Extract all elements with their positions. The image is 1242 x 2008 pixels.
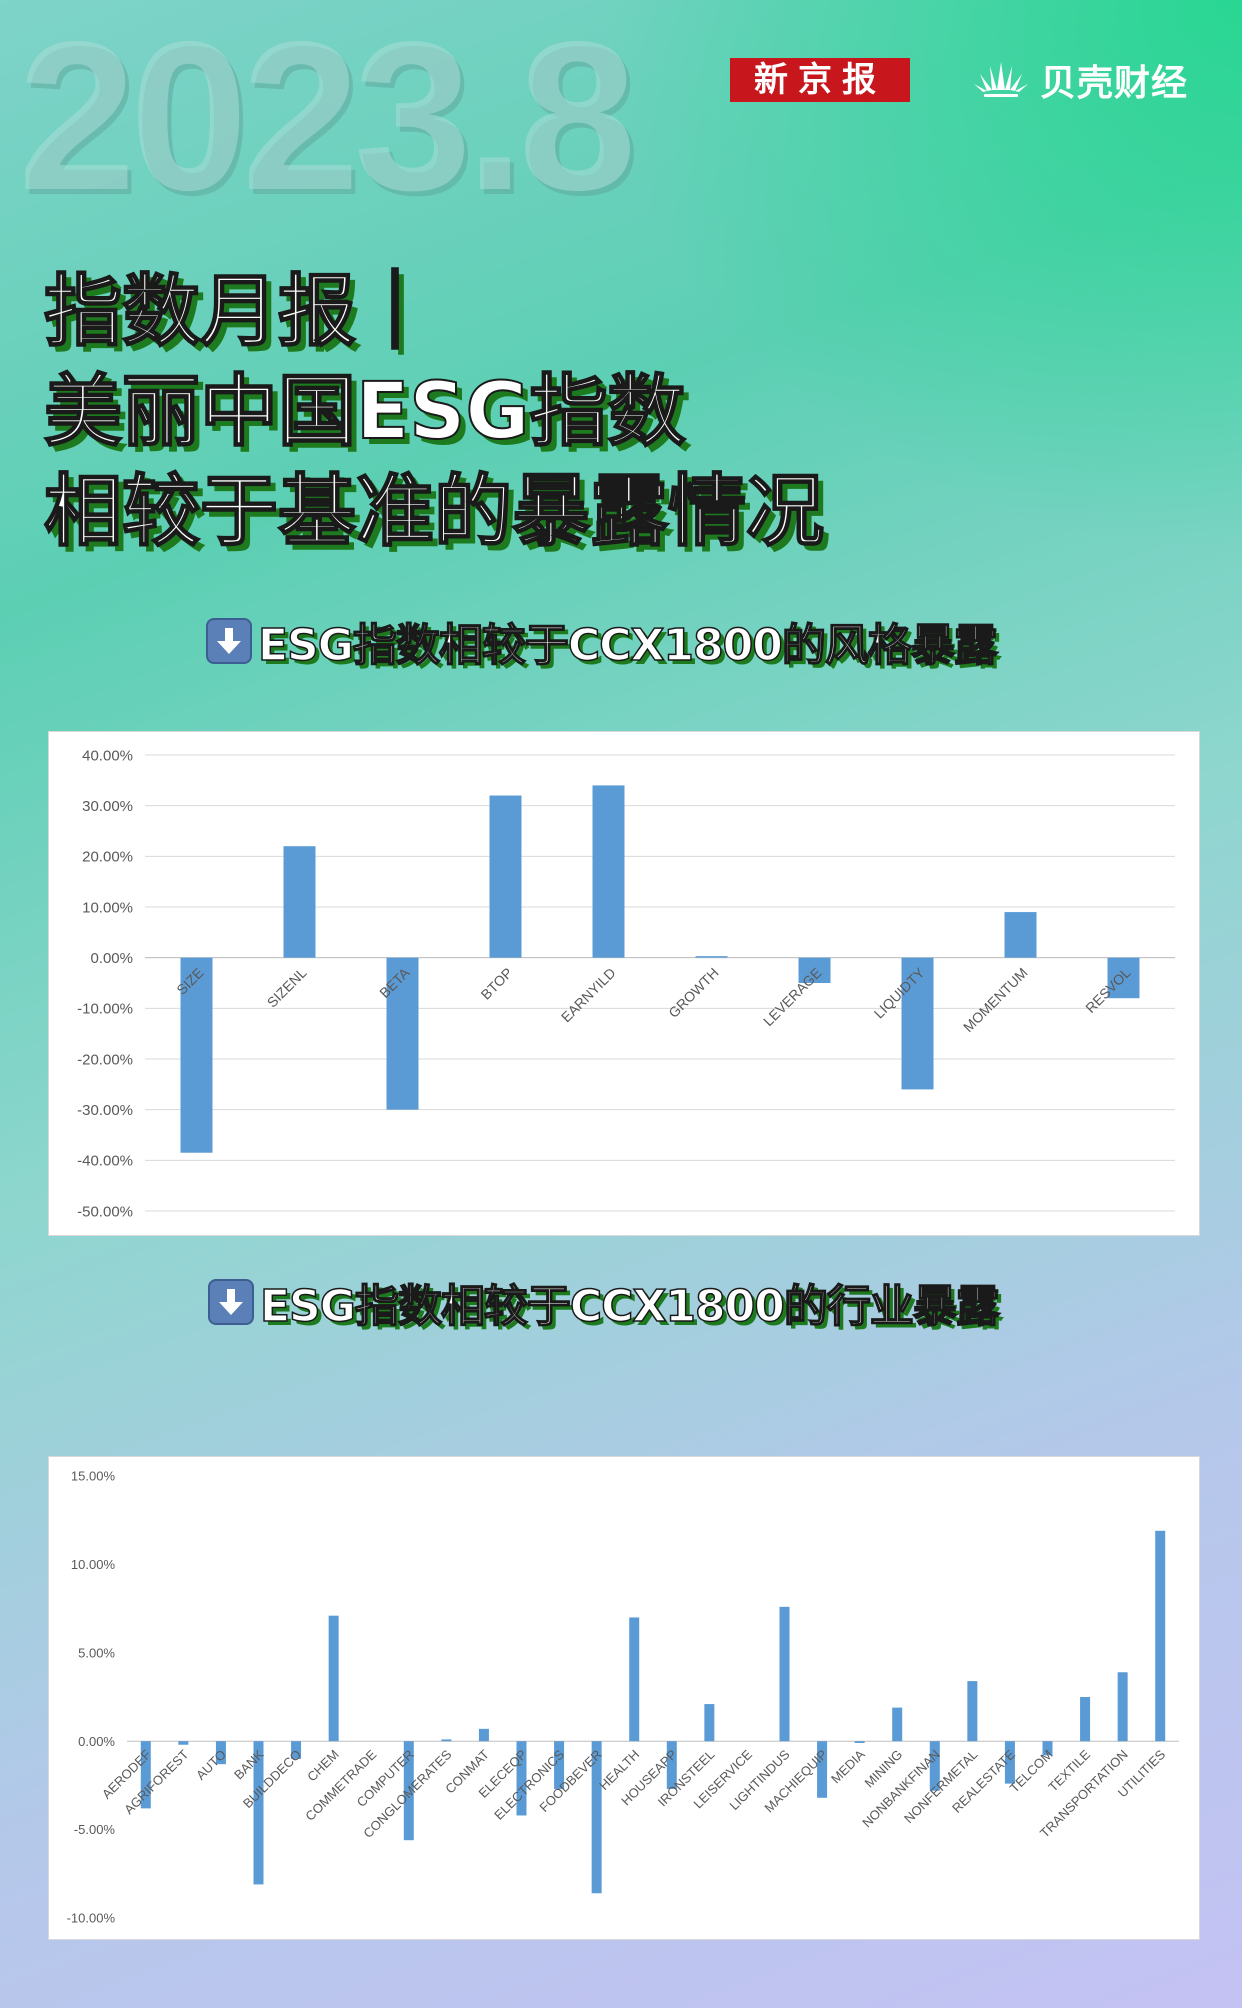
bar-sizenl: [283, 846, 316, 958]
y-tick-label: -40.00%: [77, 1153, 133, 1170]
bar-size: [180, 957, 213, 1153]
y-tick-label: 10.00%: [82, 899, 133, 916]
down-arrow-icon: [206, 618, 252, 664]
bar-bank: [253, 1741, 264, 1885]
bar-machiequip: [817, 1741, 828, 1798]
bar-earnyild: [592, 785, 625, 958]
y-tick-label: 15.00%: [71, 1469, 116, 1484]
shell-icon: [974, 62, 1028, 97]
x-category-label: AUTO: [193, 1747, 229, 1783]
bar-foodbever: [591, 1741, 602, 1894]
x-category-label: MOMENTUM: [960, 964, 1031, 1035]
industry-exposure-chart: 15.00% 10.00% 5.00% 0.00% -5.00% -10.00% AEROD…: [48, 1456, 1200, 1940]
bar-leverage: [798, 957, 831, 983]
section-heading-industry-label: ESG指数相较于CCX1800的行业暴露: [259, 1280, 1000, 1333]
bar-liquidty: [901, 957, 934, 1090]
down-arrow-icon: [208, 1279, 254, 1325]
y-tick-label: 10.00%: [71, 1557, 116, 1572]
beike-caijing-logo: 贝壳财经: [970, 52, 1188, 108]
bar-nonfermetal: [967, 1681, 978, 1742]
x-category-label: EARNYILD: [558, 964, 619, 1025]
bar-utilities: [1155, 1530, 1166, 1742]
bar-realestate: [1004, 1741, 1015, 1784]
bar-chem: [328, 1615, 339, 1742]
bar-computer: [403, 1741, 414, 1841]
bar-conglomerates: [441, 1739, 452, 1742]
page-title: 指数月报｜ 美丽中国ESG指数 相较于基准的暴露情况: [43, 262, 825, 562]
bar-auto: [215, 1741, 226, 1765]
y-tick-label: 20.00%: [82, 849, 133, 866]
y-tick-label: -10.00%: [77, 1001, 133, 1018]
title-line-3: 相较于基准的暴露情况: [43, 466, 825, 558]
y-tick-label: -50.00%: [77, 1203, 133, 1220]
bar-houseapp: [666, 1741, 677, 1789]
bar-nonbankfinan: [929, 1741, 940, 1791]
bar-ironsteel: [704, 1704, 715, 1742]
bar-telcom: [1042, 1741, 1053, 1756]
bar-btop: [489, 795, 522, 958]
x-category-label: LEVERAGE: [760, 964, 825, 1029]
xinjingbao-logo: 新京报: [730, 58, 910, 102]
y-tick-label: 5.00%: [78, 1645, 115, 1660]
y-tick-label: 30.00%: [82, 798, 133, 815]
bar-aerodef: [140, 1741, 151, 1809]
bar-health: [629, 1617, 640, 1742]
bar-electronics: [554, 1741, 565, 1789]
y-tick-label: -10.00%: [67, 1911, 116, 1926]
bar-eleceqp: [516, 1741, 527, 1816]
beike-caijing-text: 贝壳财经: [1040, 63, 1189, 104]
bar-agriforest: [178, 1741, 189, 1745]
bar-mining: [892, 1707, 903, 1742]
issue-date: 2023.8: [18, 0, 636, 234]
bar-lightindus: [779, 1606, 790, 1742]
section-heading-style-label: ESG指数相较于CCX1800的风格暴露: [257, 619, 998, 672]
title-line-1: 指数月报｜: [43, 266, 435, 358]
bar-conmat: [478, 1728, 489, 1742]
x-category-label: GROWTH: [665, 964, 721, 1020]
y-tick-label: 40.00%: [82, 747, 133, 764]
section-heading-industry: ESG指数相较于CCX1800的行业暴露: [208, 1272, 1001, 1333]
style-exposure-chart-svg: 40.00% 30.00% 20.00% 10.00% 0.00% -10.00% -20.…: [77, 747, 1175, 1220]
industry-exposure-chart-svg: 15.00%10.00%5.00%0.00%-5.00%-10.00%AEROD…: [67, 1469, 1179, 1926]
bar-media: [854, 1741, 865, 1743]
title-line-2: 美丽中国ESG指数: [43, 366, 686, 458]
x-category-label: BTOP: [478, 964, 516, 1002]
bar-builddeco: [291, 1741, 302, 1759]
bar-transportation: [1117, 1672, 1128, 1742]
bar-growth: [695, 956, 728, 958]
bar-textile: [1080, 1697, 1091, 1742]
y-tick-label: -20.00%: [77, 1051, 133, 1068]
style-exposure-chart: 40.00% 30.00% 20.00% 10.00% 0.00% -10.00% -20.…: [48, 731, 1200, 1236]
bar-beta: [386, 957, 419, 1110]
x-category-label: SIZENL: [264, 964, 310, 1010]
bar-resvol: [1107, 957, 1140, 999]
y-tick-label: 0.00%: [78, 1734, 115, 1749]
y-tick-label: -5.00%: [74, 1822, 116, 1837]
bar-momentum: [1004, 912, 1037, 958]
y-tick-label: 0.00%: [90, 950, 133, 967]
section-heading-style: ESG指数相较于CCX1800的风格暴露: [206, 611, 999, 672]
y-tick-label: -30.00%: [77, 1102, 133, 1119]
